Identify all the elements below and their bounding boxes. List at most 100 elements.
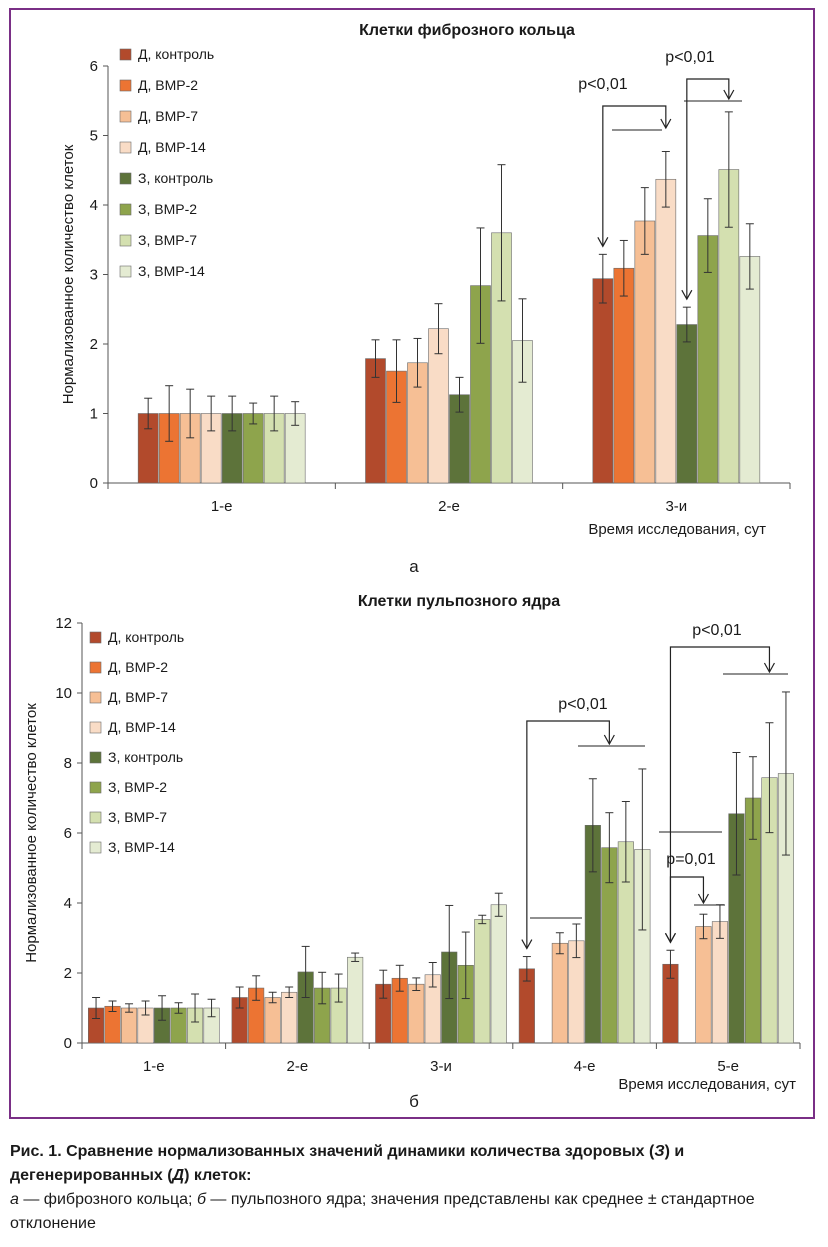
y-tick-label: 4 — [90, 197, 98, 214]
y-tick-label: 5 — [90, 128, 98, 145]
x-tick-label: 1-е — [211, 498, 233, 515]
legend-swatch — [119, 234, 132, 247]
caption-b-text: — пульпозного ядра; значения представлен… — [10, 1191, 755, 1232]
bracket-arrow — [664, 932, 676, 944]
x-tick-label: 3-и — [430, 1058, 452, 1075]
y-tick-label: 8 — [64, 755, 72, 772]
y-tick-label: 2 — [90, 336, 98, 353]
legend-swatch — [119, 110, 132, 123]
y-tick-label: 6 — [90, 58, 98, 75]
bracket-arrow — [723, 89, 735, 101]
legend-entry: З, BMP-2 — [108, 779, 167, 795]
y-tick-label: 0 — [64, 1035, 72, 1052]
figure-frame — [9, 8, 815, 1119]
significance-label: p=0,01 — [666, 851, 715, 868]
legend-swatch — [89, 781, 102, 794]
caption-body: а — фиброзного кольца; б — пульпозного я… — [10, 1188, 816, 1236]
chart-title: Клетки пульпозного ядра — [358, 593, 560, 610]
legend-swatch — [89, 721, 102, 734]
significance-label: p<0,01 — [692, 622, 741, 639]
bracket-line — [602, 105, 667, 247]
x-tick-label: 4-е — [574, 1058, 596, 1075]
legend-entry: З, BMP-2 — [138, 201, 197, 217]
legend-entry: Д, BMP-7 — [138, 108, 198, 124]
caption-a-letter: а — [10, 1191, 19, 1208]
bar — [474, 919, 491, 1044]
legend-swatch — [119, 172, 132, 185]
figure-caption: Рис. 1. Сравнение нормализованных значен… — [10, 1140, 816, 1236]
bar — [676, 324, 698, 484]
significance-bracket: p<0,01 — [665, 49, 742, 301]
legend-entry: Д, BMP-14 — [108, 719, 176, 735]
legend-swatch — [119, 141, 132, 154]
bar — [490, 904, 507, 1044]
y-tick-label: 3 — [90, 267, 98, 284]
bracket-line — [526, 720, 610, 949]
legend-entry: Д, контроль — [108, 629, 184, 645]
caption-title-start: Рис. 1. Сравнение нормализованных значен… — [10, 1143, 655, 1160]
legend-entry: З, контроль — [108, 749, 183, 765]
x-tick-label: 2-е — [438, 498, 460, 515]
legend-swatch — [119, 265, 132, 278]
y-tick-label: 0 — [90, 475, 98, 492]
caption-a-text: — фиброзного кольца; — [18, 1191, 197, 1208]
x-tick-label: 2-е — [287, 1058, 309, 1075]
bracket-line — [686, 78, 730, 300]
bar — [551, 942, 568, 1044]
panel-letter: а — [409, 557, 419, 576]
legend-swatch — [89, 811, 102, 824]
legend-swatch — [119, 203, 132, 216]
y-tick-label: 1 — [90, 406, 98, 423]
bracket-arrow — [597, 237, 609, 248]
bracket-line — [669, 876, 705, 943]
bar — [613, 267, 635, 484]
y-tick-label: 4 — [64, 895, 72, 912]
chart-panel-2: Клетки пульпозного ядра 0 2 4 6 8 10 12 1-е 2-е 3-… — [23, 593, 801, 1111]
figure-charts: Клетки фиброзного кольца 0 1 2 3 4 5 6 1-е 2-е 3-и… — [23, 22, 801, 1111]
legend-entry: Д, BMP-2 — [138, 77, 198, 93]
legend-swatch — [89, 661, 102, 674]
bar — [634, 220, 656, 484]
x-tick-label: 1-е — [143, 1058, 165, 1075]
chart-title: Клетки фиброзного кольца — [359, 22, 575, 39]
legend-entry: Д, BMP-7 — [108, 689, 168, 705]
bracket-arrow — [763, 662, 775, 674]
legend-swatch — [89, 631, 102, 644]
legend-swatch — [89, 751, 102, 764]
significance-label: p<0,01 — [558, 696, 607, 713]
legend-entry: З, BMP-14 — [108, 839, 175, 855]
bar — [347, 956, 364, 1044]
x-axis-label: Время исследования, сут — [618, 1076, 796, 1093]
legend-entry: З, BMP-14 — [138, 263, 205, 279]
bar — [121, 1007, 138, 1044]
y-tick-label: 10 — [55, 685, 72, 702]
bar — [711, 921, 729, 1044]
bracket-line — [669, 646, 771, 943]
legend-entry: З, BMP-7 — [138, 232, 197, 248]
legend-entry: З, BMP-7 — [108, 809, 167, 825]
y-tick-label: 6 — [64, 825, 72, 842]
caption-title-z: З — [654, 1143, 665, 1160]
significance-bracket: p<0,01 — [578, 76, 672, 248]
bracket-arrow — [660, 118, 672, 130]
significance-bracket: p=0,01 — [664, 851, 725, 944]
y-tick-label: 2 — [64, 965, 72, 982]
caption-title: Рис. 1. Сравнение нормализованных значен… — [10, 1140, 816, 1188]
caption-title-d: Д — [172, 1167, 185, 1184]
bar — [695, 926, 712, 1044]
legend-entry: Д, BMP-2 — [108, 659, 168, 675]
bar — [592, 278, 614, 484]
x-tick-label: 3-и — [665, 498, 687, 515]
significance-bracket: p<0,01 — [521, 696, 645, 950]
caption-b-letter: б — [196, 1191, 206, 1208]
caption-title-mid: ) и дегенерированных ( — [10, 1143, 685, 1184]
bar — [655, 178, 677, 484]
panel-letter: б — [409, 1092, 419, 1111]
y-axis-label: Нормализованное количество клеток — [60, 144, 77, 404]
bar — [281, 991, 298, 1044]
chart-panel-1: Клетки фиброзного кольца 0 1 2 3 4 5 6 1-е 2-е 3-и… — [60, 22, 791, 576]
bar — [408, 983, 425, 1044]
bracket-arrow — [681, 289, 693, 301]
significance-bracket: p<0,01 — [659, 622, 788, 944]
bar — [264, 997, 281, 1044]
